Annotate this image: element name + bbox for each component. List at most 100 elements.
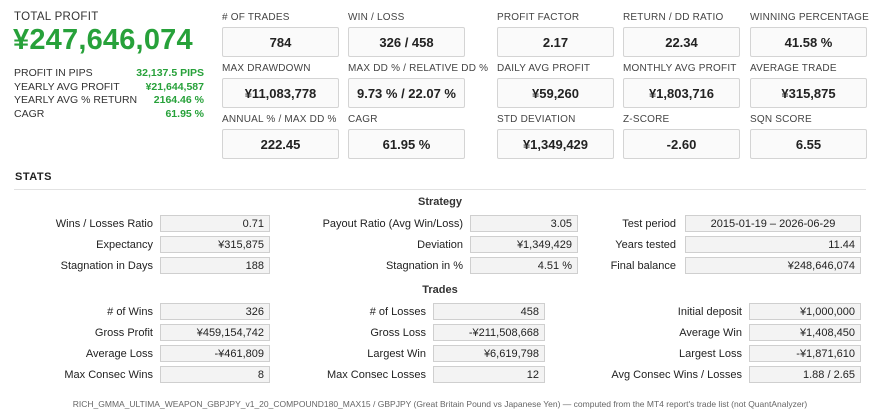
- stat-label: Gross Loss: [370, 327, 426, 339]
- total-profit-value: ¥247,646,074: [13, 24, 193, 56]
- kpi-value: 784: [222, 27, 339, 57]
- kpi-label: Z-SCORE: [623, 114, 670, 125]
- stat-value: ¥315,875: [160, 236, 270, 253]
- stat-value: -¥1,871,610: [749, 345, 861, 362]
- stat-label: Largest Loss: [679, 348, 742, 360]
- stat-label-wrap: Largest Loss: [0, 345, 742, 363]
- kpi-label: WINNING PERCENTAGE: [750, 12, 869, 23]
- stat-label-wrap: Expectancy: [0, 236, 153, 254]
- stat-label-wrap: Final balance: [0, 257, 676, 275]
- stat-value: 1.88 / 2.65: [749, 366, 861, 383]
- kpi-value: ¥59,260: [497, 78, 614, 108]
- kpi-value: 22.34: [623, 27, 740, 57]
- kpi-card: DAILY AVG PROFIT ¥59,260: [497, 63, 614, 108]
- kpi-label: ANNUAL % / MAX DD %: [222, 114, 337, 125]
- kpi-label: RETURN / DD RATIO: [623, 12, 724, 23]
- kpi-label: DAILY AVG PROFIT: [497, 63, 591, 74]
- stat-label-wrap: Max Consec Wins: [0, 366, 153, 384]
- stat-label-wrap: Avg Consec Wins / Losses: [0, 366, 742, 384]
- stat-value: 3.05: [470, 215, 578, 232]
- stat-label-wrap: Years tested: [0, 236, 676, 254]
- stat-value: 12: [433, 366, 545, 383]
- summary-row: YEARLY AVG % RETURN 2164.46 %: [14, 94, 204, 108]
- stat-value: ¥248,646,074: [685, 257, 861, 274]
- kpi-card: WINNING PERCENTAGE 41.58 %: [750, 12, 869, 57]
- stat-label: Years tested: [615, 239, 676, 251]
- kpi-value: 9.73 % / 22.07 %: [348, 78, 465, 108]
- stat-label-wrap: Stagnation in Days: [0, 257, 153, 275]
- stat-label-wrap: Stagnation in %: [0, 257, 463, 275]
- kpi-label: STD DEVIATION: [497, 114, 576, 125]
- summary-row-value: 61.95 %: [165, 107, 204, 120]
- stat-label: Average Loss: [85, 348, 153, 360]
- kpi-label: AVERAGE TRADE: [750, 63, 837, 74]
- stat-label: Stagnation in Days: [60, 260, 153, 272]
- kpi-card: WIN / LOSS 326 / 458: [348, 12, 465, 57]
- stat-value: ¥1,408,450: [749, 324, 861, 341]
- stat-value: 4.51 %: [470, 257, 578, 274]
- kpi-label: WIN / LOSS: [348, 12, 405, 23]
- kpi-label: CAGR: [348, 114, 378, 125]
- stats-heading: STATS: [15, 171, 52, 183]
- kpi-value: 41.58 %: [750, 27, 867, 57]
- kpi-card: Z-SCORE -2.60: [623, 114, 740, 159]
- kpi-card: # OF TRADES 784: [222, 12, 339, 57]
- kpi-value: 6.55: [750, 129, 867, 159]
- stat-value: ¥459,154,742: [160, 324, 270, 341]
- stat-label: Deviation: [417, 239, 463, 251]
- stat-label-wrap: Gross Profit: [0, 324, 153, 342]
- total-profit-label: TOTAL PROFIT: [14, 11, 99, 23]
- summary-row-value: 2164.46 %: [153, 94, 204, 106]
- kpi-value: ¥1,803,716: [623, 78, 740, 108]
- kpi-value: ¥1,349,429: [497, 129, 614, 159]
- stat-label: Largest Win: [367, 348, 426, 360]
- stat-label: Avg Consec Wins / Losses: [611, 369, 742, 381]
- stat-value: 2015-01-19 – 2026-06-29: [685, 215, 861, 232]
- report-footnote: RICH_GMMA_ULTIMA_WEAPON_GBPJPY_v1_20_COM…: [72, 399, 808, 409]
- kpi-value: ¥315,875: [750, 78, 867, 108]
- summary-row-label: PROFIT IN PIPS: [14, 67, 93, 79]
- stat-label-wrap: Gross Loss: [0, 324, 426, 342]
- kpi-card: AVERAGE TRADE ¥315,875: [750, 63, 867, 108]
- kpi-label: MONTHLY AVG PROFIT: [623, 63, 737, 74]
- stat-label-wrap: Max Consec Losses: [0, 366, 426, 384]
- stat-label: Final balance: [610, 260, 676, 272]
- summary-row: YEARLY AVG PROFIT ¥21,644,587: [14, 81, 204, 95]
- stat-label-wrap: # of Losses: [0, 303, 426, 321]
- kpi-label: MAX DRAWDOWN: [222, 63, 311, 74]
- summary-stats: PROFIT IN PIPS 32,137.5 PIPS YEARLY AVG …: [14, 67, 204, 121]
- summary-row: CAGR 61.95 %: [14, 108, 204, 122]
- stat-value: 458: [433, 303, 545, 320]
- stat-label-wrap: Average Loss: [0, 345, 153, 363]
- stat-label-wrap: Initial deposit: [0, 303, 742, 321]
- kpi-label: # OF TRADES: [222, 12, 290, 23]
- stat-value: 326: [160, 303, 270, 320]
- stat-label-wrap: Deviation: [0, 236, 463, 254]
- stat-value: -¥211,508,668: [433, 324, 545, 341]
- kpi-label: SQN SCORE: [750, 114, 812, 125]
- stat-value: -¥461,809: [160, 345, 270, 362]
- kpi-label: MAX DD % / RELATIVE DD %: [348, 63, 489, 74]
- kpi-card: MAX DD % / RELATIVE DD % 9.73 % / 22.07 %: [348, 63, 489, 108]
- kpi-card: SQN SCORE 6.55: [750, 114, 867, 159]
- stat-value: 188: [160, 257, 270, 274]
- stat-label: Gross Profit: [94, 327, 153, 339]
- stat-label-wrap: Wins / Losses Ratio: [0, 215, 153, 233]
- strategy-heading: Strategy: [417, 196, 463, 208]
- stat-label: Wins / Losses Ratio: [55, 218, 153, 230]
- stat-label: # of Wins: [107, 306, 153, 318]
- summary-row-label: CAGR: [14, 107, 45, 120]
- kpi-card: STD DEVIATION ¥1,349,429: [497, 114, 614, 159]
- summary-row-value: 32,137.5 PIPS: [136, 67, 204, 79]
- summary-row-value: ¥21,644,587: [145, 80, 204, 93]
- kpi-card: ANNUAL % / MAX DD % 222.45: [222, 114, 339, 159]
- kpi-value: 326 / 458: [348, 27, 465, 57]
- kpi-value: -2.60: [623, 129, 740, 159]
- kpi-card: PROFIT FACTOR 2.17: [497, 12, 614, 57]
- stats-divider: [14, 189, 866, 190]
- stat-label-wrap: Payout Ratio (Avg Win/Loss): [0, 215, 463, 233]
- stat-label: Average Win: [679, 327, 742, 339]
- stat-label: Max Consec Wins: [64, 369, 153, 381]
- stat-value: ¥6,619,798: [433, 345, 545, 362]
- kpi-value: ¥11,083,778: [222, 78, 339, 108]
